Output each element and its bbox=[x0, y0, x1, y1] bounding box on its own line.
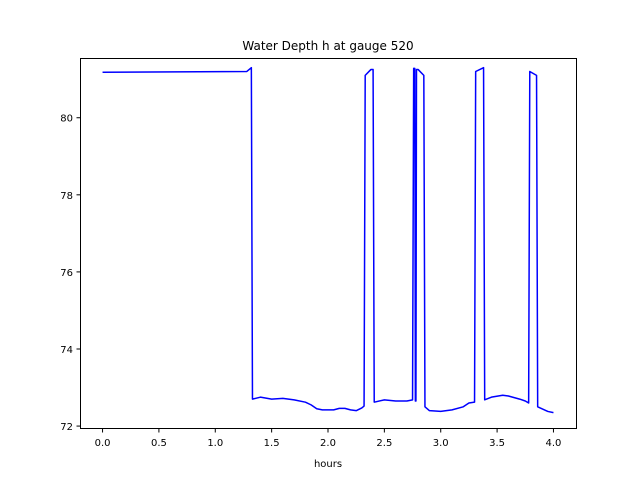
x-axis-label: hours bbox=[314, 459, 342, 470]
x-tick-label: 0.5 bbox=[151, 438, 167, 449]
chart-title: Water Depth h at gauge 520 bbox=[242, 39, 413, 53]
x-tick-label: 2.5 bbox=[376, 438, 392, 449]
y-tick-label: 72 bbox=[60, 422, 73, 433]
y-tick-label: 80 bbox=[60, 114, 73, 125]
x-tick-label: 0.0 bbox=[95, 438, 111, 449]
y-tick-label: 76 bbox=[60, 268, 73, 279]
axes-frame bbox=[80, 58, 577, 429]
x-tick-label: 4.0 bbox=[546, 438, 562, 449]
x-tick-label: 1.0 bbox=[207, 438, 223, 449]
y-axis: 72 74 76 78 80 bbox=[60, 114, 81, 433]
plot-area bbox=[102, 66, 554, 414]
x-tick-label: 3.0 bbox=[433, 438, 449, 449]
x-tick-label: 3.5 bbox=[489, 438, 505, 449]
y-tick-label: 74 bbox=[60, 345, 73, 356]
series-line-0 bbox=[102, 66, 554, 414]
x-axis: 0.0 0.5 1.0 1.5 2.0 2.5 3.0 3.5 4.0 bbox=[95, 428, 562, 449]
x-tick-label: 1.5 bbox=[264, 438, 280, 449]
y-tick-label: 78 bbox=[60, 191, 73, 202]
x-tick-label: 2.0 bbox=[320, 438, 336, 449]
